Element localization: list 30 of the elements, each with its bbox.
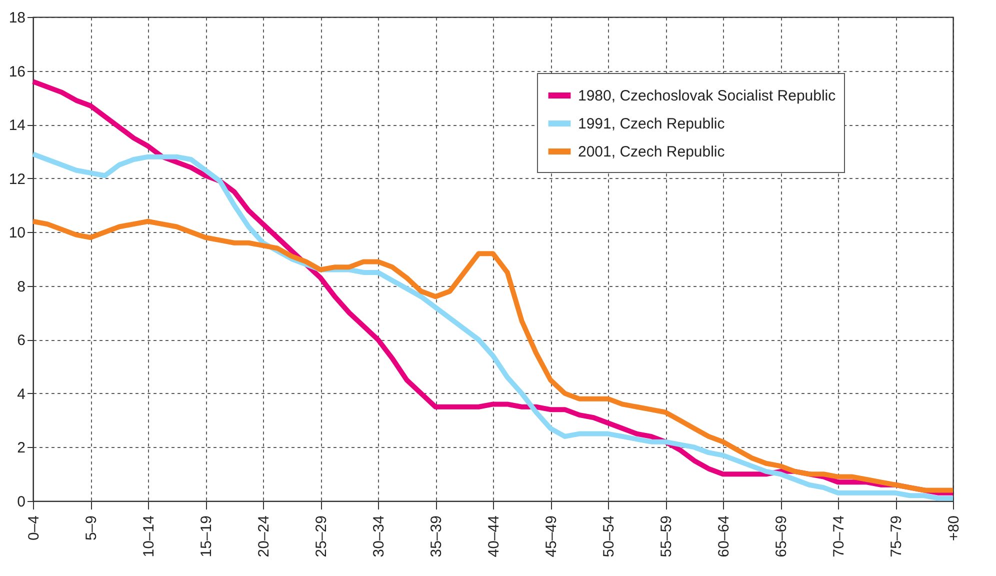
x-tick-label: 5–9 [83,516,100,541]
x-tick-label: 50–54 [600,516,618,558]
x-tick-label: 10–14 [140,516,158,558]
x-tick-label: +80 [946,516,962,541]
x-tick-label: 55–59 [658,516,675,558]
x-tick-label: 65–69 [773,516,790,558]
y-tick-label: 10 [8,224,26,242]
y-tick-label: 2 [17,440,26,457]
y-tick-label: 8 [17,278,26,296]
x-tick-label: 20–24 [256,516,272,558]
x-tick-label: 40–44 [486,516,502,558]
x-tick-label: 60–64 [716,516,732,558]
y-tick-label: 0 [17,494,26,510]
x-tick-label: 45–49 [543,516,560,558]
y-tick-label: 18 [8,10,26,26]
legend-label: 1980, Czechoslovak Socialist Republic [578,88,836,104]
y-tick-label: 16 [8,63,26,80]
x-tick-label: 30–34 [370,516,388,558]
legend-label: 2001, Czech Republic [578,144,726,160]
x-tick-label: 70–74 [830,516,848,558]
y-tick-label: 14 [8,117,26,134]
x-tick-label: 15–19 [198,516,215,558]
y-tick-label: 4 [17,386,26,403]
x-tick-label: 35–39 [428,516,445,558]
legend-label: 1991, Czech Republic [578,116,726,132]
x-tick-label: 0–4 [26,516,42,541]
y-tick-label: 6 [17,332,26,350]
x-tick-label: 25–29 [313,516,330,558]
x-tick-label: 75–79 [888,516,905,558]
y-tick-label: 12 [8,170,26,188]
